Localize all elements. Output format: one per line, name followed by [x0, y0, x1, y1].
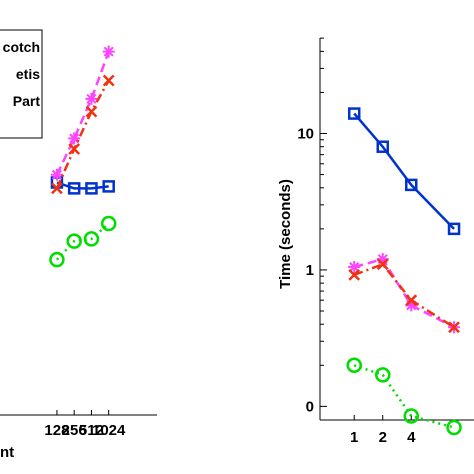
- data-point-right-2-0: [348, 268, 361, 281]
- data-point-right-3-1: [374, 367, 391, 383]
- data-point-left-3-3: [100, 215, 117, 232]
- x-tick-label: 128: [44, 422, 69, 439]
- data-point-right-0-3: [447, 222, 461, 236]
- legend-entry: etis: [16, 66, 40, 82]
- x-tick-label: 1024: [92, 422, 126, 439]
- series-line-left-1: [55, 51, 110, 176]
- data-point-right-1-2: [405, 299, 418, 312]
- series-line-left-0: [56, 181, 109, 190]
- legend-entry: cotch: [3, 39, 40, 55]
- data-point-right-0-0: [347, 107, 361, 120]
- y-tick-label: 0: [306, 398, 314, 415]
- data-point-left-0-3: [102, 180, 115, 193]
- x-tick-label: 512: [79, 422, 104, 439]
- data-point-left-1-0: [50, 168, 63, 181]
- data-point-left-2-1: [68, 143, 81, 155]
- data-point-right-2-3: [448, 321, 460, 334]
- data-point-left-1-2: [85, 92, 98, 105]
- series-line-left-2: [55, 79, 110, 189]
- data-point-left-3-2: [83, 231, 100, 247]
- data-point-left-3-1: [66, 233, 82, 249]
- data-point-right-2-2: [405, 294, 418, 307]
- data-point-right-2-1: [376, 258, 389, 271]
- data-point-left-3-0: [49, 251, 65, 268]
- data-point-left-2-2: [85, 105, 98, 118]
- legend-box: [0, 29, 43, 139]
- y-tick-label: 10: [297, 126, 314, 143]
- x-tick-label: 256: [62, 422, 87, 439]
- data-point-left-1-1: [68, 132, 81, 145]
- data-point-left-2-0: [51, 182, 63, 195]
- data-point-right-3-2: [403, 408, 420, 424]
- data-point-left-1-3: [102, 45, 115, 58]
- x-tick-label: 4: [407, 429, 416, 446]
- data-point-right-1-0: [348, 261, 361, 274]
- data-point-right-1-1: [376, 253, 389, 266]
- data-point-right-0-1: [376, 140, 389, 153]
- legend-entry: Part: [13, 93, 41, 109]
- x-tick-label: 1: [350, 429, 358, 446]
- x-axis-title: nt: [0, 444, 14, 461]
- data-point-right-0-2: [405, 178, 418, 192]
- data-point-left-0-1: [67, 182, 81, 195]
- series-line-right-0: [353, 112, 455, 230]
- x-tick-label: 2: [379, 429, 387, 446]
- y-axis-title: Time (seconds): [277, 179, 294, 289]
- right-chart-panel: 0 1 10 1 2 4 Time (seconds): [277, 37, 474, 446]
- data-point-right-3-3: [446, 419, 462, 436]
- y-tick-label: 1: [306, 262, 314, 279]
- data-point-left-2-3: [102, 74, 115, 87]
- data-point-left-0-2: [85, 182, 98, 195]
- series-line-left-3: [56, 222, 110, 261]
- data-point-right-3-0: [346, 357, 362, 374]
- series-line-right-2: [353, 262, 455, 329]
- series-line-right-3: [353, 364, 455, 429]
- series-line-right-1: [353, 257, 455, 329]
